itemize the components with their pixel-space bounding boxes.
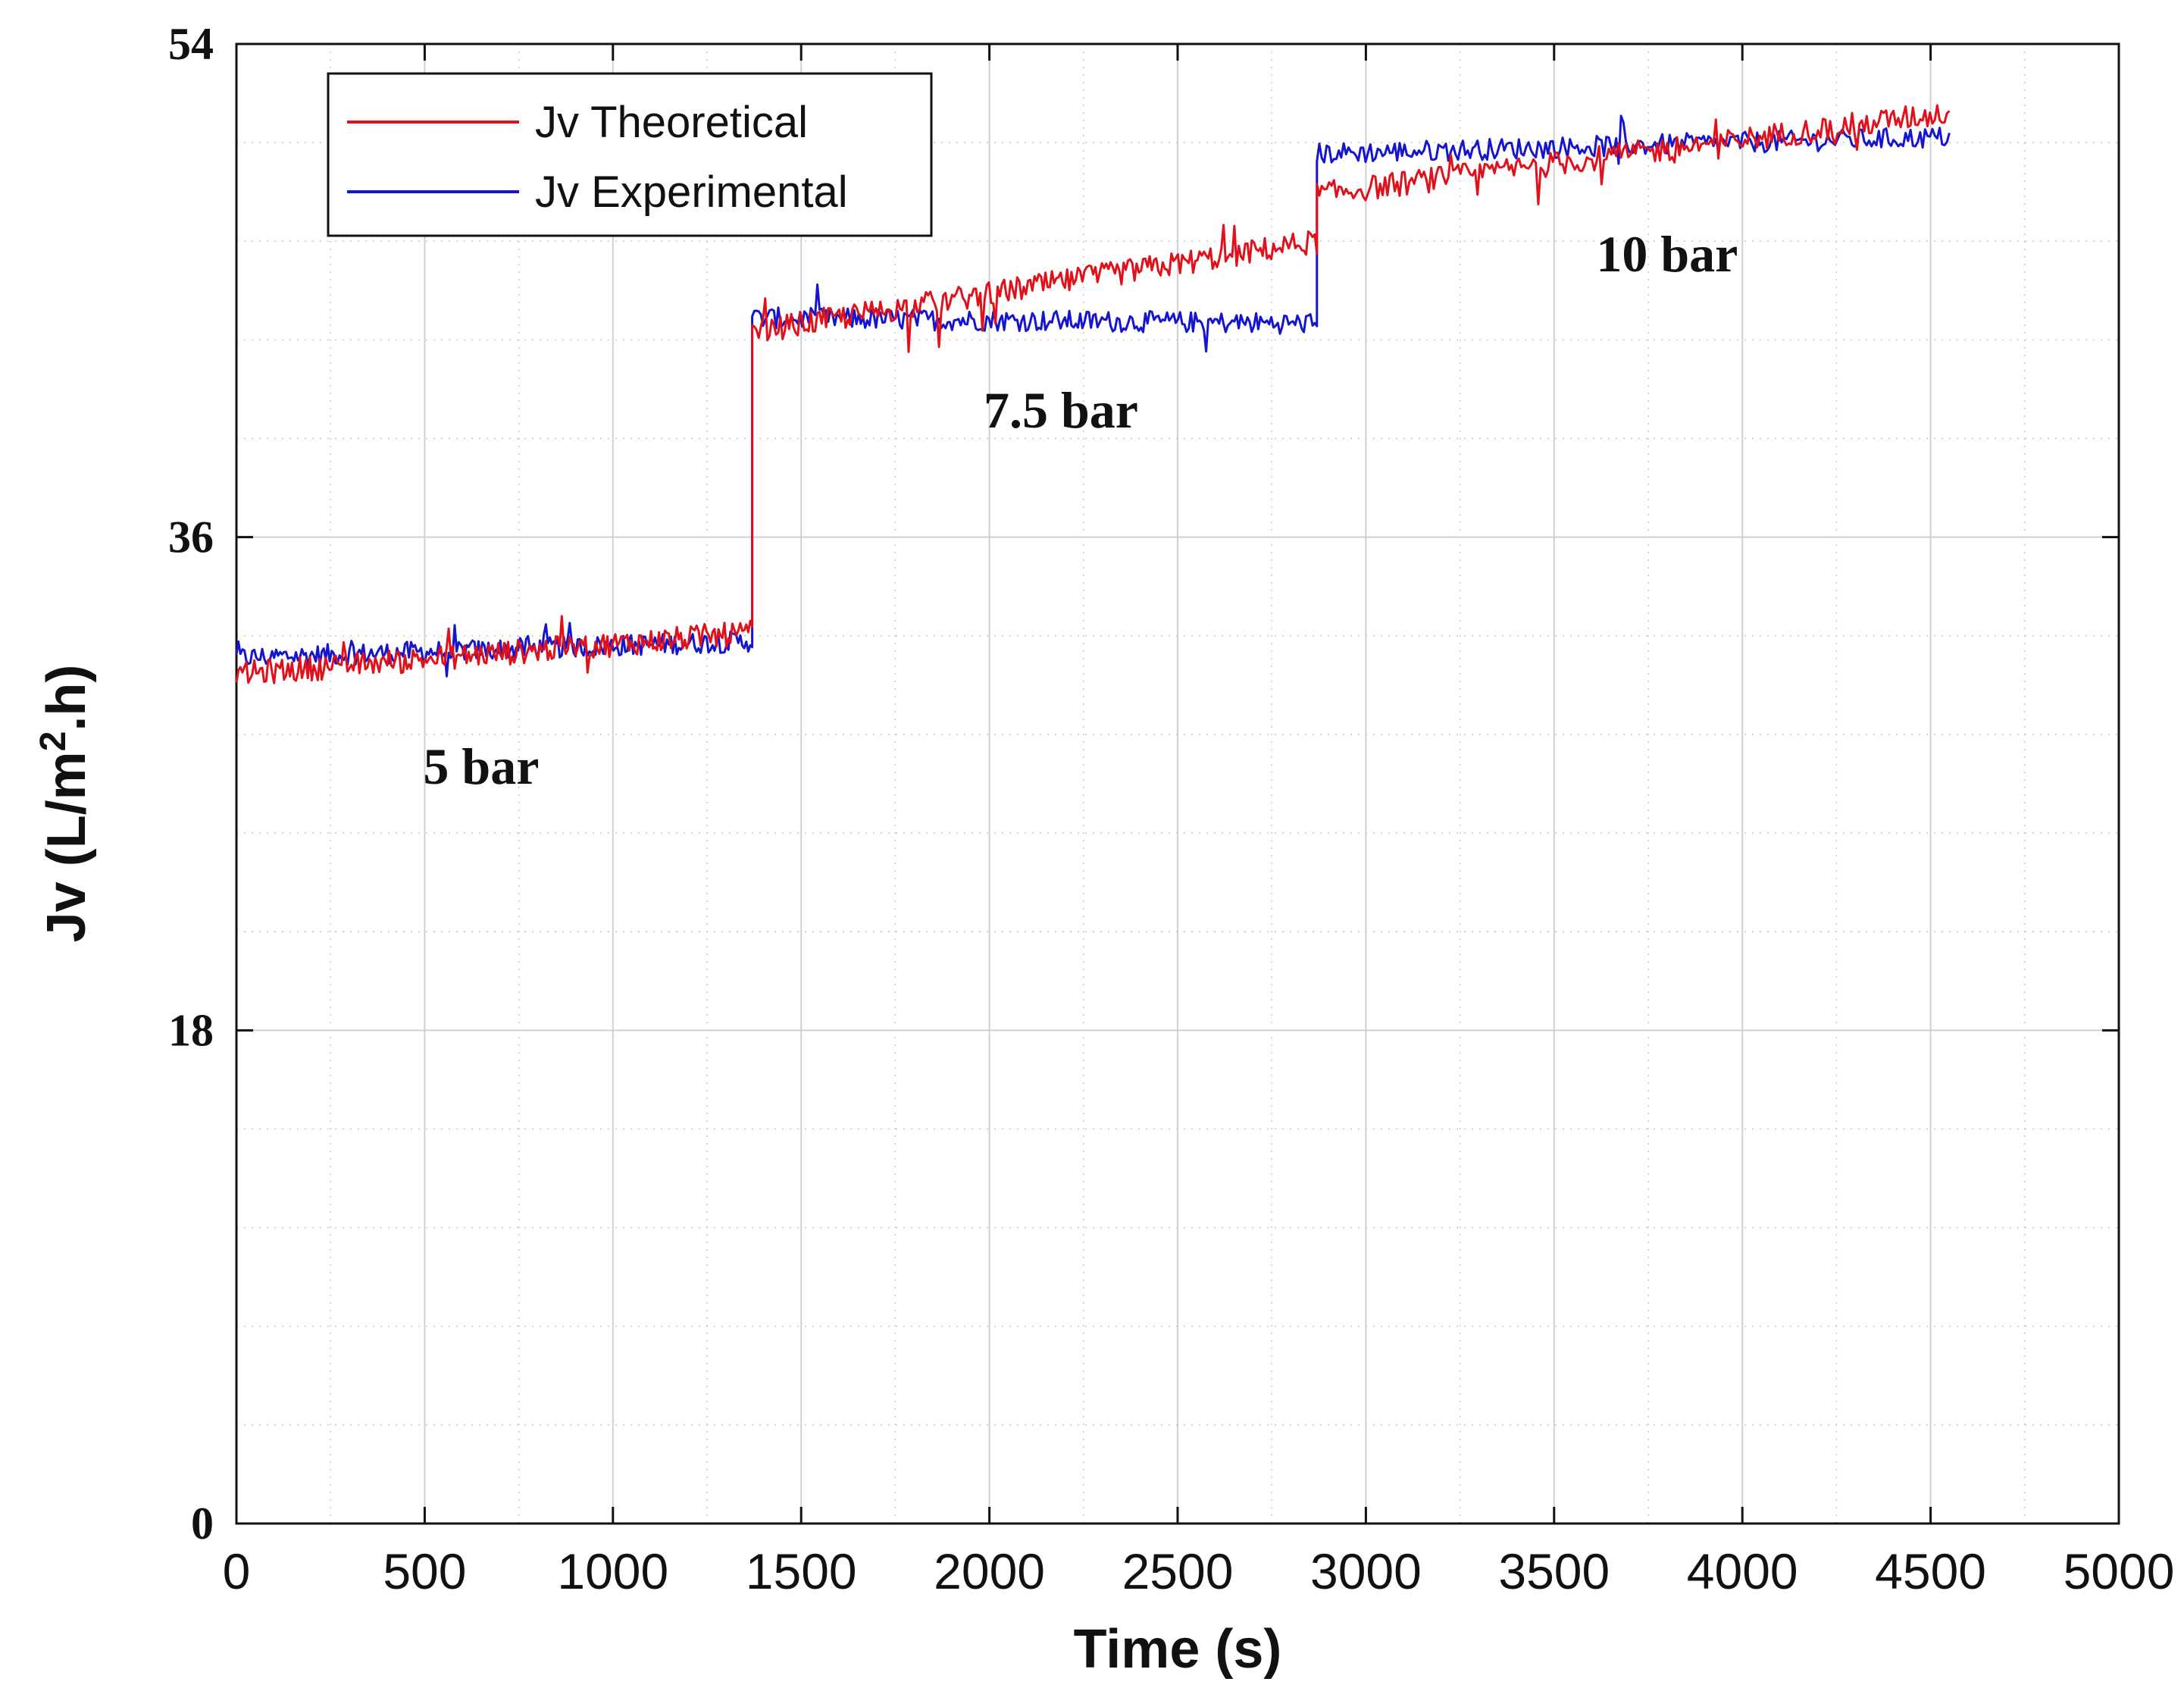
annotation-label: 10 bar bbox=[1596, 225, 1738, 283]
x-axis-ticks: 0 500 1000 1500 2000 2500 3000 3500 4000 4500 5000 bbox=[223, 44, 2175, 1599]
series-line-theoretical bbox=[235, 104, 1951, 684]
legend: Jv Theoretical Jv Experimental bbox=[327, 72, 933, 237]
y-axis-label-sup: 2 bbox=[33, 731, 74, 752]
x-tick-label: 3500 bbox=[1498, 1543, 1610, 1599]
x-tick-label: 3000 bbox=[1310, 1543, 1422, 1599]
x-tick-label: 4000 bbox=[1687, 1543, 1798, 1599]
x-tick-label: 500 bbox=[383, 1543, 466, 1599]
y-tick-label: 18 bbox=[168, 1005, 214, 1055]
annotation-label: 5 bar bbox=[423, 738, 539, 795]
legend-box bbox=[327, 72, 933, 237]
y-tick-label: 36 bbox=[168, 512, 214, 562]
annotations: 5 bar 7.5 bar 10 bar bbox=[423, 225, 1738, 795]
x-axis-label: Time (s) bbox=[1074, 1619, 1282, 1680]
x-tick-label: 2500 bbox=[1122, 1543, 1234, 1599]
y-axis-ticks: 0 18 36 54 bbox=[168, 19, 2119, 1549]
series-layer bbox=[235, 104, 1951, 684]
x-tick-label: 0 bbox=[223, 1543, 251, 1599]
annotation-label: 7.5 bar bbox=[984, 381, 1138, 439]
y-axis-label-main: Jv (L/m bbox=[36, 751, 97, 942]
x-tick-label: 2000 bbox=[934, 1543, 1045, 1599]
x-tick-label: 4500 bbox=[1875, 1543, 1986, 1599]
y-axis-label: Jv (L/m2.h) bbox=[33, 665, 97, 943]
y-tick-label: 0 bbox=[191, 1499, 214, 1549]
legend-label-theoretical: Jv Theoretical bbox=[535, 98, 808, 147]
y-axis-label-tail: .h) bbox=[36, 665, 97, 731]
x-tick-label: 1500 bbox=[746, 1543, 857, 1599]
x-tick-label: 5000 bbox=[2064, 1543, 2175, 1599]
legend-label-experimental: Jv Experimental bbox=[535, 168, 848, 217]
x-tick-label: 1000 bbox=[557, 1543, 668, 1599]
grid bbox=[236, 44, 2119, 1524]
series-line-experimental bbox=[235, 114, 1951, 678]
y-tick-label: 54 bbox=[168, 19, 214, 69]
